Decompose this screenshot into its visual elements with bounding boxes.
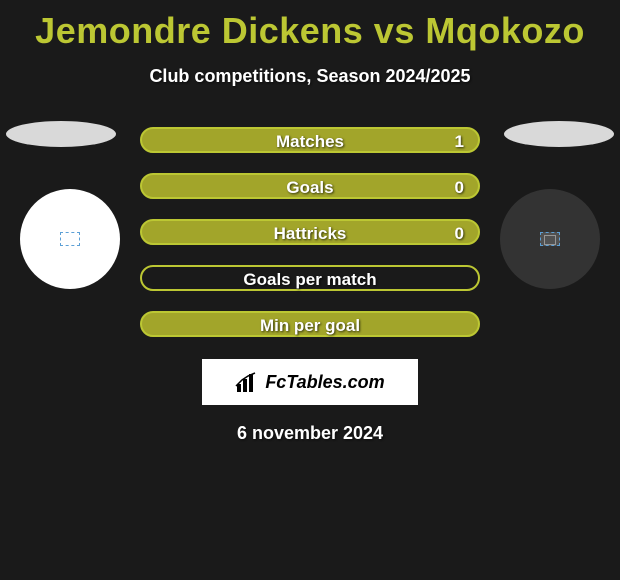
logo-text: FcTables.com: [265, 372, 384, 393]
stat-label: Min per goal: [142, 313, 478, 339]
stat-label: Goals per match: [142, 267, 478, 293]
player-right-avatar: [500, 189, 600, 289]
stat-row: Goals0: [140, 173, 480, 199]
stat-value-right: 0: [455, 175, 464, 201]
comparison-arena: Matches1Goals0Hattricks0Goals per matchM…: [0, 127, 620, 337]
stat-label: Matches: [142, 129, 478, 155]
stats-rows: Matches1Goals0Hattricks0Goals per matchM…: [140, 127, 480, 337]
stat-value-right: 1: [455, 129, 464, 155]
player-left-avatar: [20, 189, 120, 289]
comparison-title: Jemondre Dickens vs Mqokozo: [0, 0, 620, 52]
snapshot-date: 6 november 2024: [0, 423, 620, 444]
stat-value-right: 0: [455, 221, 464, 247]
bar-chart-icon: [235, 372, 259, 392]
player-right-shadow-ellipse: [504, 121, 614, 147]
player-left-shadow-ellipse: [6, 121, 116, 147]
image-placeholder-icon: [60, 232, 80, 246]
stat-row: Min per goal: [140, 311, 480, 337]
stat-row: Goals per match: [140, 265, 480, 291]
stat-row: Matches1: [140, 127, 480, 153]
fctables-logo: FcTables.com: [202, 359, 418, 405]
stat-label: Hattricks: [142, 221, 478, 247]
image-placeholder-icon: [540, 232, 560, 246]
comparison-subtitle: Club competitions, Season 2024/2025: [0, 66, 620, 87]
stat-row: Hattricks0: [140, 219, 480, 245]
stat-label: Goals: [142, 175, 478, 201]
